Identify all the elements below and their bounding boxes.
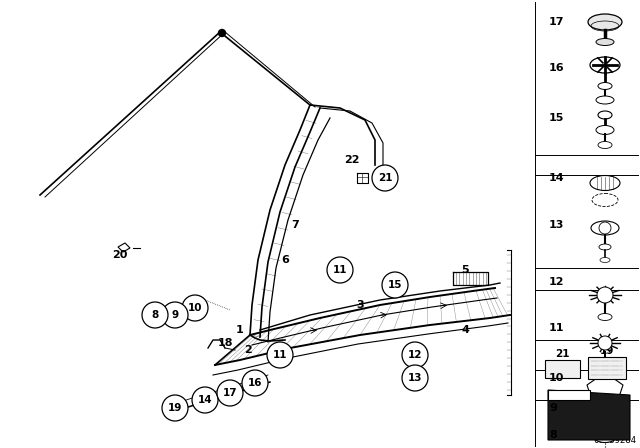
Circle shape bbox=[192, 387, 218, 413]
Circle shape bbox=[217, 380, 243, 406]
Text: 11: 11 bbox=[333, 265, 348, 275]
Circle shape bbox=[218, 30, 225, 36]
Text: 22: 22 bbox=[344, 155, 360, 165]
Text: 9: 9 bbox=[549, 403, 557, 413]
Text: 12: 12 bbox=[408, 350, 422, 360]
Ellipse shape bbox=[598, 359, 612, 366]
Ellipse shape bbox=[598, 82, 612, 90]
Text: 2: 2 bbox=[244, 345, 252, 355]
Text: 17: 17 bbox=[223, 388, 237, 398]
Text: 3: 3 bbox=[356, 300, 364, 310]
Text: 19: 19 bbox=[168, 403, 182, 413]
Circle shape bbox=[402, 365, 428, 391]
Ellipse shape bbox=[596, 39, 614, 46]
Text: 20: 20 bbox=[112, 250, 128, 260]
Circle shape bbox=[142, 302, 168, 328]
Text: 00239284: 00239284 bbox=[593, 436, 636, 445]
Circle shape bbox=[597, 287, 613, 303]
Text: 15: 15 bbox=[388, 280, 403, 290]
Ellipse shape bbox=[591, 221, 619, 235]
Ellipse shape bbox=[590, 57, 620, 73]
Text: 14: 14 bbox=[549, 173, 564, 183]
Circle shape bbox=[599, 222, 611, 234]
Circle shape bbox=[402, 342, 428, 368]
Polygon shape bbox=[587, 378, 623, 397]
Text: 6: 6 bbox=[281, 255, 289, 265]
Ellipse shape bbox=[590, 176, 620, 190]
Text: 16: 16 bbox=[248, 378, 262, 388]
Text: 5: 5 bbox=[461, 265, 469, 275]
Text: 11: 11 bbox=[273, 350, 287, 360]
Ellipse shape bbox=[600, 258, 610, 263]
Text: 12: 12 bbox=[549, 277, 564, 287]
Polygon shape bbox=[548, 390, 590, 400]
Ellipse shape bbox=[594, 405, 616, 415]
Ellipse shape bbox=[598, 111, 612, 119]
Circle shape bbox=[372, 165, 398, 191]
Ellipse shape bbox=[599, 244, 611, 250]
Bar bbox=[588, 357, 626, 379]
Ellipse shape bbox=[597, 421, 613, 429]
Circle shape bbox=[598, 336, 612, 350]
Text: 7: 7 bbox=[291, 220, 299, 230]
Text: 21: 21 bbox=[555, 349, 569, 359]
Text: 8: 8 bbox=[152, 310, 159, 320]
Text: 8: 8 bbox=[549, 430, 557, 440]
Circle shape bbox=[382, 272, 408, 298]
Ellipse shape bbox=[598, 314, 612, 320]
Text: 17: 17 bbox=[549, 17, 564, 27]
Ellipse shape bbox=[598, 142, 612, 148]
Text: 18: 18 bbox=[217, 338, 233, 348]
Text: 21: 21 bbox=[378, 173, 392, 183]
Text: 1: 1 bbox=[236, 325, 244, 335]
Text: 10: 10 bbox=[188, 303, 202, 313]
Text: 14: 14 bbox=[198, 395, 212, 405]
Text: 19: 19 bbox=[600, 346, 614, 356]
Bar bbox=[545, 360, 580, 378]
Text: 15: 15 bbox=[549, 113, 564, 123]
Ellipse shape bbox=[596, 125, 614, 134]
Ellipse shape bbox=[588, 14, 622, 30]
Ellipse shape bbox=[596, 96, 614, 104]
Ellipse shape bbox=[600, 375, 610, 379]
Text: 16: 16 bbox=[549, 63, 564, 73]
Text: 9: 9 bbox=[172, 310, 179, 320]
Circle shape bbox=[267, 342, 293, 368]
Text: 11: 11 bbox=[549, 323, 564, 333]
Circle shape bbox=[327, 257, 353, 283]
Text: 4: 4 bbox=[461, 325, 469, 335]
Circle shape bbox=[242, 370, 268, 396]
Polygon shape bbox=[548, 390, 630, 440]
Text: 10: 10 bbox=[549, 373, 564, 383]
Ellipse shape bbox=[594, 431, 616, 443]
Circle shape bbox=[162, 302, 188, 328]
Text: 13: 13 bbox=[408, 373, 422, 383]
Circle shape bbox=[182, 295, 208, 321]
Text: 13: 13 bbox=[549, 220, 564, 230]
Circle shape bbox=[162, 395, 188, 421]
